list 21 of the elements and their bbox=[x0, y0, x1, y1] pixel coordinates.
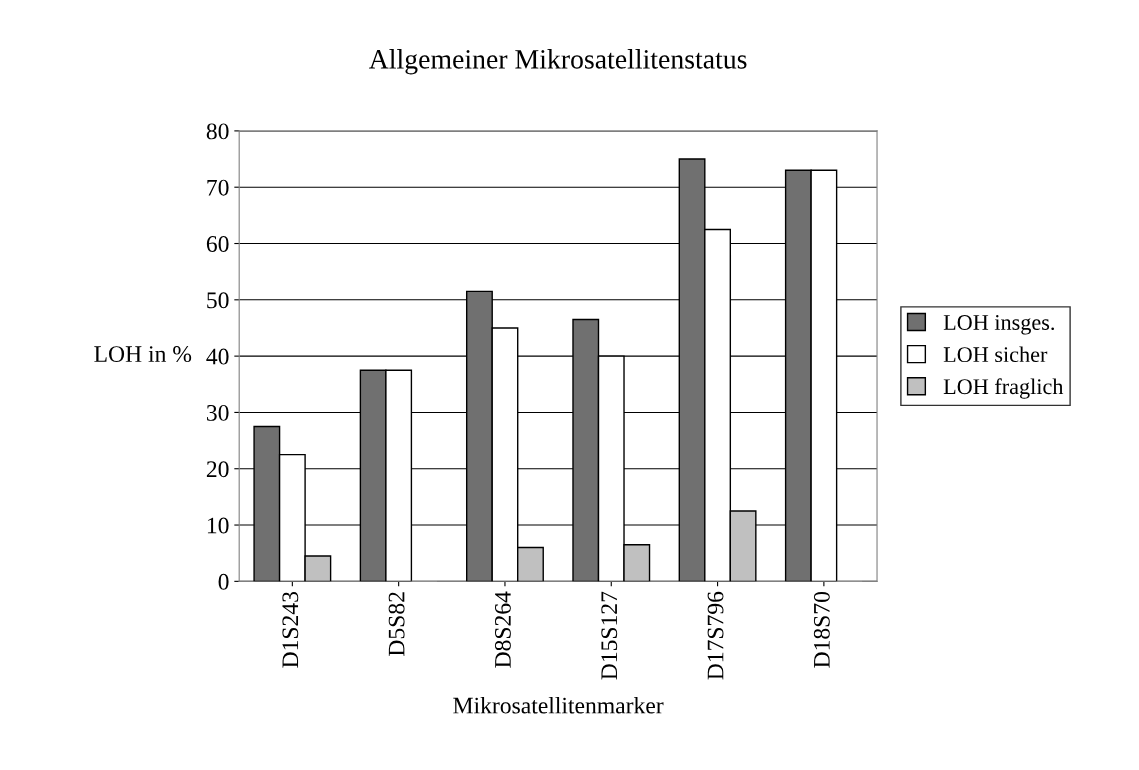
y-tick-label: 30 bbox=[206, 404, 229, 421]
x-tick-label: D8S264 bbox=[494, 591, 511, 668]
chart-title: Allgemeiner Mikrosatellitenstatus bbox=[368, 49, 747, 75]
y-axis-title: LOH in % bbox=[94, 346, 192, 363]
y-tick-label: 10 bbox=[207, 517, 229, 534]
x-tick-label: D5S82 bbox=[388, 592, 405, 656]
y-tick-label: 20 bbox=[206, 461, 229, 478]
x-tick-label: D17S796 bbox=[707, 591, 724, 680]
x-tick-label: D18S70 bbox=[813, 591, 830, 668]
y-tick-label: 50 bbox=[207, 292, 229, 309]
y-tick-label: 40 bbox=[206, 348, 229, 365]
y-tick-label: 0 bbox=[218, 573, 229, 590]
x-tick-label: D15S127 bbox=[601, 591, 618, 680]
x-axis-title: Mikrosatellitenmarker bbox=[453, 696, 664, 714]
y-tick-label: 70 bbox=[207, 179, 229, 196]
legend-label: LOH sicher bbox=[943, 346, 1048, 363]
x-tick-label: D1S243 bbox=[282, 591, 299, 668]
legend-label: LOH insges. bbox=[943, 315, 1054, 335]
y-tick-label: 80 bbox=[206, 123, 229, 140]
y-tick-label: 60 bbox=[206, 236, 229, 252]
legend-label: LOH fraglich bbox=[943, 378, 1064, 399]
